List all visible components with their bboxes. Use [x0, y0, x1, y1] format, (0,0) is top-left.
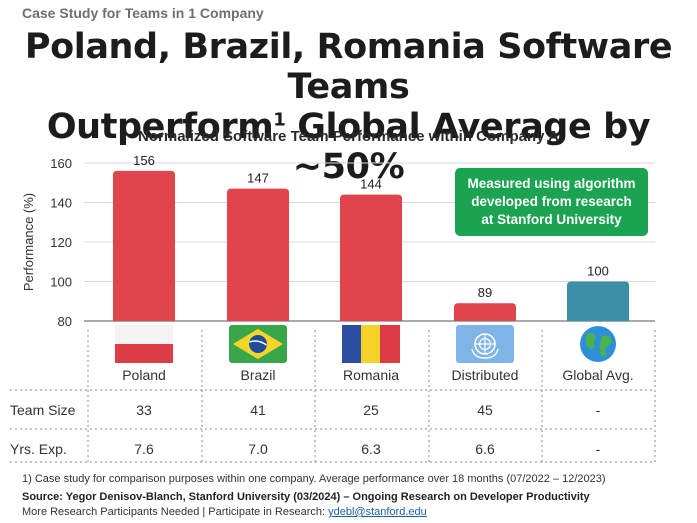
methodology-callout: Measured using algorithm developed from …: [455, 168, 648, 236]
page-title: Poland, Brazil, Romania Software Teams O…: [0, 27, 697, 187]
globe-icon: [569, 325, 627, 363]
bar: [567, 281, 629, 321]
callout-line-2: developed from research: [471, 194, 632, 209]
table-cell: -: [595, 402, 601, 418]
kicker-text: Case Study for Teams in 1 Company: [22, 5, 264, 21]
row-label-team-size: Team Size: [10, 402, 76, 418]
data-label: 100: [587, 264, 609, 279]
table-cell: 6.6: [475, 441, 495, 457]
y-tick-label: 100: [50, 275, 72, 290]
table-cell: 25: [363, 402, 379, 418]
callout-line-3: at Stanford University: [481, 212, 622, 227]
chart-title: Normalized Software Team Performance wit…: [138, 128, 559, 145]
table-cell: 7.0: [248, 441, 268, 457]
data-label: 144: [360, 177, 382, 192]
y-axis-label: Performance (%): [21, 193, 36, 291]
bar: [227, 188, 289, 321]
data-label: 147: [247, 171, 269, 186]
participants-text: More Research Participants Needed | Part…: [22, 506, 427, 518]
headline-line-1: Poland, Brazil, Romania Software Teams: [24, 27, 673, 107]
table-cell: 7.6: [134, 441, 154, 457]
table-gridlines: [10, 330, 656, 463]
source-text: Source: Yegor Denisov-Blanch, Stanford U…: [22, 491, 590, 503]
table-cell: 33: [136, 402, 152, 418]
united-nations-flag-icon: [456, 325, 514, 363]
y-tick-label: 120: [50, 235, 72, 250]
category-label-global-avg: Global Avg.: [562, 367, 634, 383]
headline-line-2: Outperform1 Global Average by ~50%: [0, 107, 697, 187]
headline-line-2-start: Outperform: [46, 107, 274, 147]
poland-flag-icon: [115, 325, 173, 363]
callout-line-1: Measured using algorithm: [467, 176, 636, 191]
category-label-poland: Poland: [122, 367, 166, 383]
email-link[interactable]: ydebl@stanford.edu: [328, 506, 427, 518]
data-label: 156: [133, 153, 155, 168]
y-tick-label: 160: [50, 156, 72, 171]
bars: [113, 170, 629, 321]
data-labels: 156 147 144 89 100: [133, 153, 609, 300]
table-cell: 45: [477, 402, 493, 418]
category-label-brazil: Brazil: [240, 367, 276, 383]
table-cell: 41: [250, 402, 266, 418]
romania-flag-icon: [342, 325, 400, 363]
headline-line-2-end: Global Average by ~50%: [285, 107, 651, 187]
brazil-flag-icon: [229, 325, 287, 363]
footnote-marker: 1: [273, 109, 286, 131]
bar: [454, 303, 516, 321]
bar: [340, 194, 402, 321]
footnote-text: 1) Case study for comparison purposes wi…: [22, 473, 606, 485]
category-label-romania: Romania: [342, 367, 400, 383]
y-tick-label: 140: [50, 196, 72, 211]
participants-label: More Research Participants Needed | Part…: [22, 506, 329, 518]
category-label-distributed: Distributed: [451, 367, 519, 383]
bar: [113, 170, 175, 321]
y-tick-label: 80: [58, 314, 72, 329]
y-axis: 80 100 120 140 160 Performance (%): [21, 156, 72, 329]
table-cell: 6.3: [361, 441, 381, 457]
row-label-years-experience: Yrs. Exp.: [10, 441, 67, 457]
data-label: 89: [478, 285, 492, 300]
table-cell: -: [595, 441, 601, 457]
